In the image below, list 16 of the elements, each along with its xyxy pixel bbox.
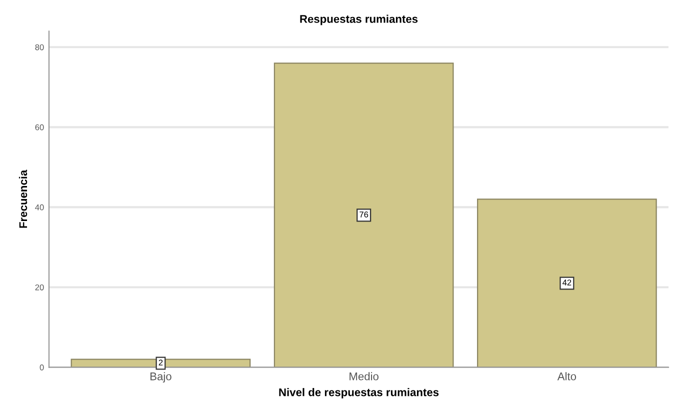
data-label: 42 — [562, 280, 572, 286]
y-tick-label: 40 — [35, 204, 44, 210]
x-axis-title: Nivel de respuestas rumiantes — [279, 388, 439, 398]
x-tick-label: Bajo — [150, 372, 172, 382]
data-label: 76 — [360, 212, 368, 218]
y-tick-label: 20 — [35, 284, 44, 290]
data-label: 2 — [158, 360, 163, 366]
y-tick-label: 60 — [35, 124, 44, 130]
x-tick-label: Medio — [350, 372, 378, 380]
y-tick-label: 80 — [35, 44, 44, 50]
y-tick-label: 0 — [40, 364, 44, 370]
x-tick-label: Alto — [557, 372, 576, 380]
bar — [274, 62, 454, 368]
y-axis-title: Frecuencia — [18, 170, 28, 228]
chart-title: Respuestas rumiantes — [300, 14, 418, 26]
bar — [477, 198, 657, 368]
